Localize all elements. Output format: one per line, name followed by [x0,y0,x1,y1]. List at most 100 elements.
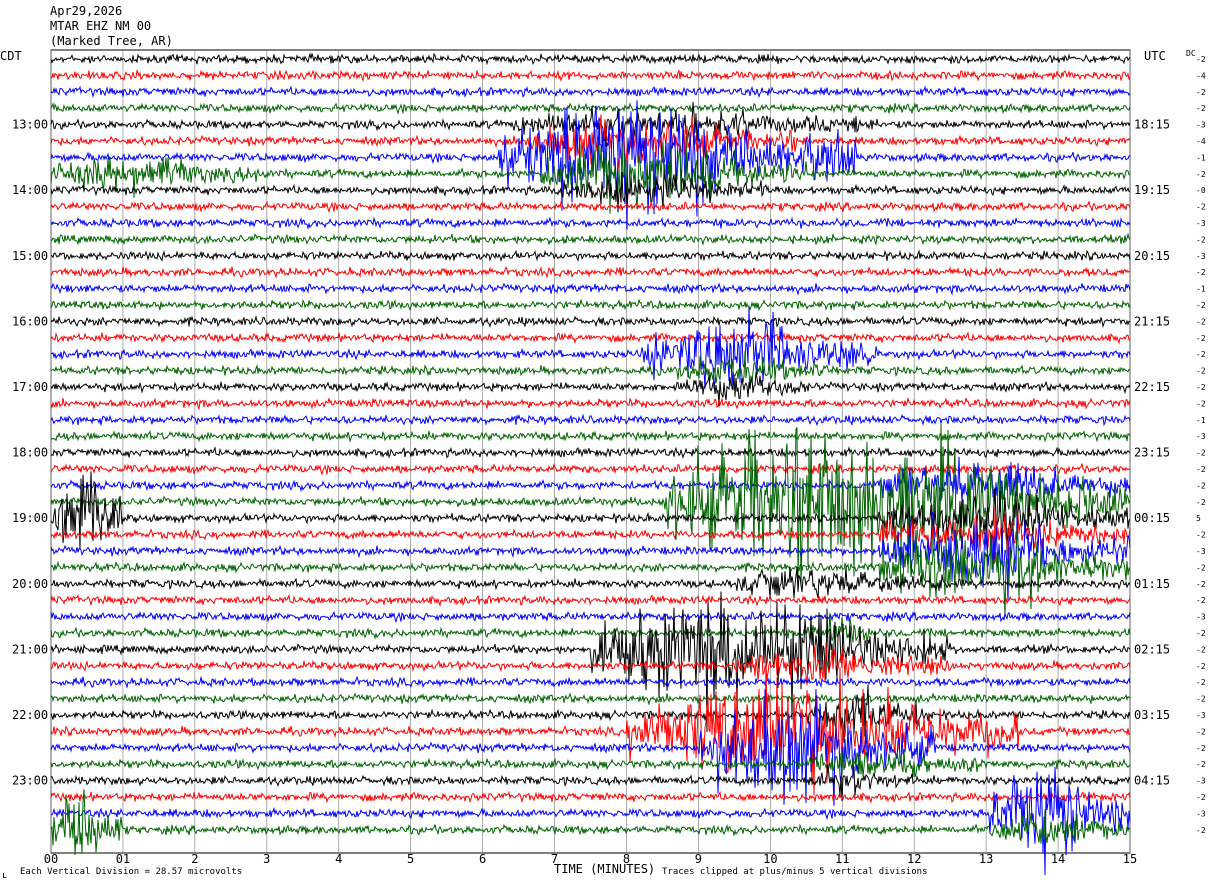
seismic-trace [50,282,1131,296]
dc-offset-label: -2 [1196,170,1206,179]
dc-offset-label: -2 [1196,317,1206,326]
seismic-trace [50,789,1131,855]
dc-offset-label: -2 [1196,301,1206,310]
seismic-trace [50,445,1131,460]
dc-offset-label: -2 [1196,695,1206,704]
footer-symbol: ʟ [2,871,8,881]
dc-offset-label: -3 [1196,547,1206,556]
dc-offset-label: -2 [1196,350,1206,359]
dc-offset-label: -0 [1196,186,1206,195]
seismic-trace [50,298,1131,312]
seismic-trace [50,135,1131,214]
seismic-trace [50,429,1131,443]
seismic-trace [50,462,1131,476]
dc-offset-label: -3 [1196,252,1206,261]
dc-offset-label: -3 [1196,121,1206,130]
seismic-trace [50,371,1131,407]
dc-offset-label: -2 [1196,334,1206,343]
right-hour-label: 04:15 [1134,774,1170,788]
dc-offset-label: -2 [1196,826,1206,835]
seismic-trace [50,614,1131,647]
x-tick-label: 7 [551,852,558,866]
dc-offset-label: -2 [1196,678,1206,687]
seismic-trace [50,610,1131,624]
seismic-trace [50,265,1130,279]
seismic-trace [50,593,1131,608]
left-hour-label: 20:00 [12,577,48,591]
dc-offset-label: -3 [1196,613,1206,622]
seismic-trace [50,396,1131,411]
x-tick-label: 15 [1123,852,1137,866]
x-tick-label: 2 [191,852,198,866]
seismic-trace [50,790,1131,804]
right-hour-label: 20:15 [1134,249,1170,263]
seismic-trace [50,102,1131,115]
x-tick-label: 9 [695,852,702,866]
dc-offset-label: -2 [1196,104,1206,113]
seismic-trace [50,200,1131,214]
right-hour-label: 02:15 [1134,642,1170,656]
left-hour-label: 17:00 [12,380,48,394]
dc-offset-label: -2 [1196,367,1206,376]
seismic-trace [50,101,1131,147]
left-hour-label: 13:00 [12,118,48,132]
seismic-trace [50,331,1130,345]
seismic-trace [50,508,1131,565]
dc-offset-label: -2 [1196,203,1206,212]
clip-note: Traces clipped at plus/minus 5 vertical … [662,867,928,877]
x-tick-label: 10 [763,852,777,866]
left-hour-label: 22:00 [12,708,48,722]
x-tick-label: 3 [263,852,270,866]
left-timezone-label: CDT [0,49,22,63]
seismic-trace [50,688,1131,806]
dc-header-label: DC [1186,49,1196,58]
x-tick-label: 11 [835,852,849,866]
seismic-trace [50,456,1131,504]
seismic-trace [50,528,1131,616]
station-location: (Marked Tree, AR) [50,34,173,48]
seismic-trace [50,315,1131,329]
left-hour-label: 18:00 [12,446,48,460]
dc-offset-label: -2 [1196,235,1206,244]
x-tick-label: 01 [116,852,130,866]
dc-offset-label: -2 [1196,563,1206,572]
left-hour-label: 15:00 [12,249,48,263]
right-hour-label: 23:15 [1134,446,1170,460]
seismic-trace [50,100,1131,230]
right-timezone-label: UTC [1144,49,1166,63]
seismic-trace [50,764,1131,802]
dc-offset-label: -3 [1196,777,1206,786]
dc-offset-label: -2 [1196,88,1206,97]
seismic-trace [50,692,1131,706]
dc-offset-label: -4 [1196,137,1206,146]
x-tick-label: 00 [44,852,58,866]
left-hour-label: 21:00 [12,642,48,656]
right-hour-label: 18:15 [1134,118,1170,132]
dc-offset-label: -2 [1196,580,1206,589]
dc-offset-label: -2 [1196,55,1206,64]
right-hour-label: 00:15 [1134,511,1170,525]
seismic-trace [50,766,1131,876]
dc-offset-label: -2 [1196,744,1206,753]
right-hour-label: 03:15 [1134,708,1170,722]
dc-offset-label: -2 [1196,383,1206,392]
dc-offset-label: -2 [1196,760,1206,769]
dc-offset-label: -2 [1196,645,1206,654]
dc-offset-label: -3 [1196,219,1206,228]
seismic-trace [50,85,1131,99]
station-code: MTAR EHZ NM 00 [50,19,152,33]
dc-offset-label: -2 [1196,531,1206,540]
right-hour-label: 22:15 [1134,380,1170,394]
seismic-trace [50,750,1131,778]
dc-offset-label: -2 [1196,481,1206,490]
vertical-division-note: Each Vertical Division = 28.57 microvolt… [20,867,243,877]
x-tick-label: 12 [907,852,921,866]
x-tick-label: 4 [335,852,342,866]
left-hour-label: 14:00 [12,183,48,197]
dc-offset-label: -2 [1196,465,1206,474]
seismic-trace [50,413,1131,427]
seismic-trace [50,657,1131,796]
x-tick-label: 13 [979,852,993,866]
dc-offset-label: -2 [1196,498,1206,507]
